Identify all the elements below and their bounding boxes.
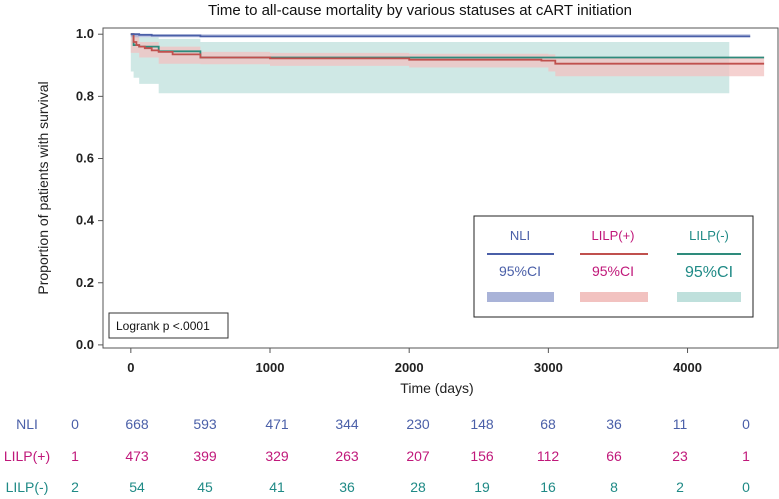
risk-cell-lilp-plus: 1	[742, 448, 750, 464]
risk-cell-lilp-plus: 263	[335, 448, 359, 464]
x-tick-label: 3000	[534, 360, 563, 375]
legend-ci-swatch-nli	[487, 292, 554, 302]
risk-cell-nli: 471	[265, 416, 289, 432]
x-tick-label: 0	[127, 360, 134, 375]
legend: NLI 95%CI LILP(+) 95%CI LILP(-) 95%CI	[473, 215, 754, 318]
legend-label-lilp-plus: LILP(+)	[592, 228, 635, 243]
risk-cell-lilp-minus: 36	[339, 479, 355, 495]
legend-ci-label-lilp-minus: 95%CI	[685, 264, 733, 281]
confidence-bands	[130, 34, 765, 94]
risk-cell-lilp-plus: 1	[71, 448, 79, 464]
risk-cell-lilp-plus: 207	[406, 448, 430, 464]
risk-row-label-lilp-plus: LILP(+)	[4, 448, 50, 464]
survival-curves	[130, 33, 765, 65]
legend-ci-label-nli: 95%CI	[499, 263, 541, 279]
x-tick-label: 1000	[256, 360, 285, 375]
risk-cell-nli: 68	[540, 416, 556, 432]
risk-cell-nli: 668	[125, 416, 149, 432]
legend-ci-swatch-lilp-minus	[677, 292, 741, 302]
risk-cell-lilp-minus: 16	[540, 479, 556, 495]
plot-frame	[102, 27, 779, 349]
y-tick-label: 0.4	[76, 213, 95, 228]
x-axis-title: Time (days)	[400, 380, 473, 396]
x-axis-ticks: 0 1000 2000 3000 4000	[127, 348, 702, 375]
risk-cell-nli: 0	[742, 416, 750, 432]
risk-cell-lilp-minus: 8	[610, 479, 618, 495]
logrank-frame	[108, 312, 229, 339]
risk-cell-lilp-minus: 28	[410, 479, 426, 495]
logrank-box: Logrank p <.0001	[108, 312, 229, 339]
risk-cell-nli: 344	[335, 416, 359, 432]
legend-label-nli: NLI	[510, 228, 530, 243]
risk-cell-lilp-minus: 2	[676, 479, 684, 495]
y-tick-label: 0.6	[76, 150, 94, 165]
risk-cell-lilp-minus: 41	[269, 479, 285, 495]
risk-row-label-nli: NLI	[16, 416, 38, 432]
risk-cell-lilp-minus: 19	[474, 479, 490, 495]
ci-band-lilp-plus	[130, 34, 765, 77]
risk-cell-nli: 593	[193, 416, 217, 432]
x-tick-label: 4000	[673, 360, 702, 375]
legend-ci-swatch-lilp-plus	[580, 292, 648, 302]
y-tick-label: 1.0	[76, 26, 94, 41]
risk-cell-lilp-plus: 112	[537, 448, 560, 464]
y-axis-title: Proportion of patients with survival	[35, 81, 51, 294]
legend-ci-label-lilp-plus: 95%CI	[592, 263, 634, 279]
risk-cell-lilp-minus: 2	[71, 479, 79, 495]
y-tick-label: 0.2	[76, 275, 94, 290]
risk-cell-lilp-plus: 156	[470, 448, 494, 464]
risk-cell-lilp-minus: 54	[129, 479, 145, 495]
risk-row-label-lilp-minus: LILP(-)	[6, 479, 49, 495]
risk-cell-lilp-plus: 329	[265, 448, 289, 464]
risk-cell-nli: 230	[406, 416, 430, 432]
survival-curve-lilp-plus	[130, 33, 765, 65]
risk-cell-lilp-plus: 23	[672, 448, 688, 464]
risk-cell-lilp-minus: 0	[742, 479, 750, 495]
x-tick-label: 2000	[395, 360, 424, 375]
risk-cell-lilp-plus: 473	[125, 448, 149, 464]
logrank-annotation: Logrank p <.0001	[116, 319, 210, 333]
risk-cell-lilp-plus: 399	[193, 448, 217, 464]
legend-label-lilp-minus: LILP(-)	[689, 228, 729, 243]
risk-cell-nli: 36	[606, 416, 622, 432]
chart-title: Time to all-cause mortality by various s…	[208, 2, 632, 19]
risk-cell-nli: 11	[673, 416, 688, 432]
y-tick-label: 0.8	[76, 88, 94, 103]
risk-cell-nli: 0	[71, 416, 79, 432]
y-axis-ticks: 0.0 0.2 0.4 0.6 0.8 1.0	[76, 26, 103, 352]
risk-cell-nli: 148	[470, 416, 494, 432]
risk-cell-lilp-minus: 45	[197, 479, 213, 495]
risk-cell-lilp-plus: 66	[606, 448, 622, 464]
y-tick-label: 0.0	[76, 337, 94, 352]
survival-curve-nli	[130, 33, 751, 38]
